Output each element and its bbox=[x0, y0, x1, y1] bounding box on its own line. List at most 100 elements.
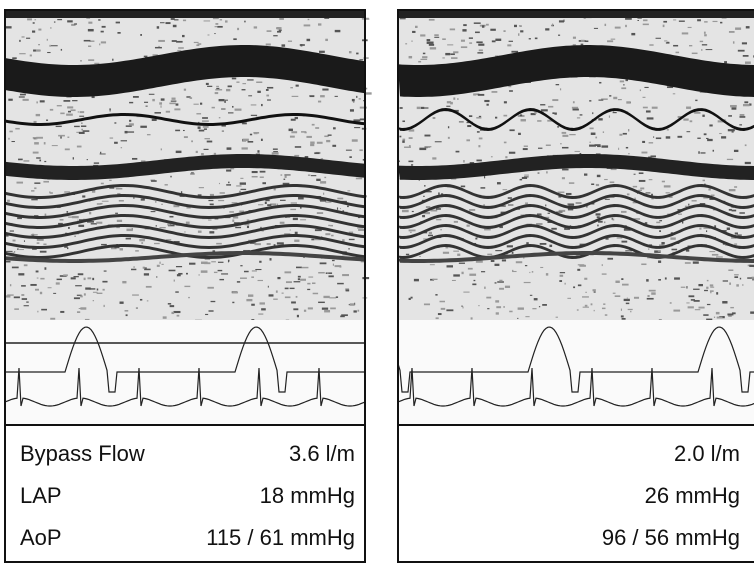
speckle bbox=[460, 46, 468, 49]
speckle bbox=[689, 120, 693, 123]
speckle bbox=[324, 17, 330, 19]
speckle bbox=[300, 278, 306, 281]
speckle bbox=[648, 179, 653, 181]
speckle bbox=[36, 101, 38, 104]
speckle bbox=[412, 30, 416, 33]
speckle bbox=[35, 49, 41, 52]
speckle bbox=[47, 51, 51, 54]
speckle bbox=[622, 132, 627, 135]
speckle bbox=[685, 249, 690, 252]
echo-band bbox=[5, 113, 365, 126]
speckle bbox=[333, 127, 336, 130]
speckle bbox=[446, 309, 454, 312]
speckle bbox=[243, 270, 249, 273]
speckle bbox=[328, 275, 334, 278]
speckle bbox=[621, 317, 626, 320]
speckle bbox=[43, 142, 46, 145]
speckle bbox=[39, 291, 43, 295]
speckle bbox=[295, 84, 299, 87]
speckle bbox=[720, 21, 723, 24]
speckle bbox=[60, 48, 63, 51]
speckle bbox=[148, 93, 155, 95]
speckle bbox=[68, 216, 73, 218]
speckle bbox=[218, 98, 225, 102]
speckle bbox=[12, 239, 16, 242]
speckle bbox=[290, 118, 296, 121]
speckle bbox=[709, 284, 714, 287]
speckle bbox=[30, 283, 37, 286]
speckle bbox=[594, 144, 601, 146]
speckle bbox=[33, 120, 37, 124]
speckle bbox=[198, 129, 205, 132]
speckle bbox=[358, 217, 361, 219]
speckle bbox=[692, 261, 699, 264]
speckle bbox=[9, 130, 13, 133]
speckle bbox=[193, 41, 199, 44]
speckle bbox=[176, 274, 181, 277]
speckle bbox=[425, 206, 431, 208]
speckle bbox=[257, 90, 261, 93]
speckle bbox=[207, 34, 210, 36]
speckle bbox=[167, 303, 172, 305]
speckle bbox=[580, 43, 584, 46]
speckle bbox=[728, 189, 736, 192]
speckle bbox=[5, 250, 13, 252]
speckle bbox=[503, 30, 506, 32]
speckle bbox=[352, 100, 355, 103]
speckle bbox=[564, 282, 566, 285]
speckle bbox=[265, 199, 270, 202]
speckle bbox=[242, 122, 247, 125]
speckle bbox=[141, 242, 144, 244]
speckle bbox=[405, 253, 410, 256]
speckle bbox=[99, 153, 106, 155]
speckle bbox=[426, 39, 431, 42]
speckle bbox=[603, 221, 606, 224]
top-edge bbox=[5, 10, 365, 18]
speckle bbox=[576, 309, 579, 311]
speckle bbox=[164, 184, 168, 186]
speckle bbox=[693, 300, 700, 302]
speckle bbox=[332, 263, 334, 266]
speckle bbox=[447, 136, 450, 139]
speckle bbox=[363, 57, 369, 59]
speckle bbox=[129, 119, 132, 122]
speckle bbox=[506, 245, 513, 248]
speckle bbox=[246, 298, 253, 302]
speckle bbox=[731, 131, 734, 133]
echo-band bbox=[398, 184, 754, 199]
speckle bbox=[289, 287, 295, 290]
speckle bbox=[161, 263, 164, 265]
speckle bbox=[118, 199, 124, 202]
speckle bbox=[89, 288, 96, 290]
speckle bbox=[150, 211, 156, 213]
speckle bbox=[215, 23, 219, 25]
speckle bbox=[320, 95, 325, 98]
speckle bbox=[420, 58, 428, 60]
speckle bbox=[601, 273, 607, 275]
speckle bbox=[703, 314, 709, 316]
speckle bbox=[91, 95, 95, 99]
speckle bbox=[545, 144, 551, 146]
speckle bbox=[499, 287, 504, 290]
speckle bbox=[231, 77, 237, 80]
speckle bbox=[325, 233, 331, 236]
speckle bbox=[619, 80, 625, 83]
speckle bbox=[661, 242, 665, 245]
speckle bbox=[40, 277, 45, 280]
speckle bbox=[270, 203, 277, 206]
speckle bbox=[529, 294, 533, 296]
speckle bbox=[255, 153, 260, 155]
speckle bbox=[79, 115, 85, 117]
speckle bbox=[267, 204, 272, 207]
echo-band bbox=[398, 45, 754, 97]
speckle bbox=[169, 305, 175, 308]
speckle bbox=[182, 129, 185, 132]
speckle bbox=[555, 84, 560, 86]
speckle bbox=[96, 288, 99, 291]
speckle bbox=[348, 51, 352, 54]
speckle bbox=[468, 115, 473, 118]
speckle bbox=[189, 262, 196, 265]
speckle bbox=[183, 88, 187, 91]
speckle bbox=[398, 160, 400, 163]
speckle bbox=[345, 288, 350, 291]
